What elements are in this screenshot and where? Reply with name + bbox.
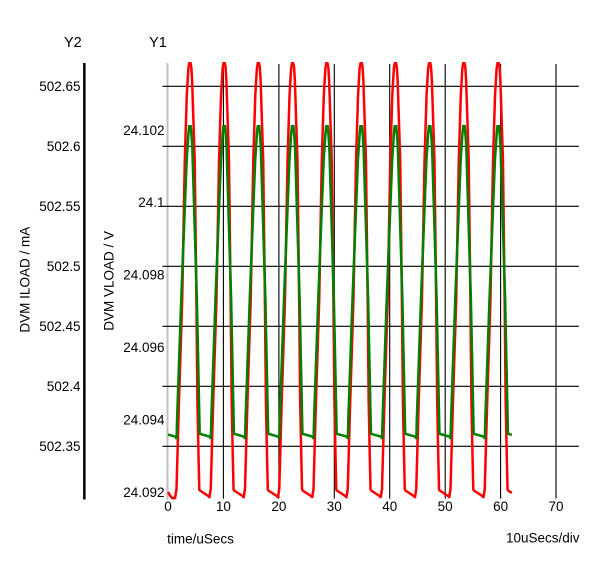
- svg-text:Y2: Y2: [64, 35, 82, 51]
- svg-text:24.094: 24.094: [123, 412, 165, 427]
- svg-text:502.55: 502.55: [39, 199, 80, 214]
- svg-text:60: 60: [493, 499, 508, 514]
- svg-text:502.5: 502.5: [47, 259, 81, 274]
- svg-text:DVM VLOAD / V: DVM VLOAD / V: [101, 231, 116, 331]
- svg-text:40: 40: [382, 499, 397, 514]
- svg-text:70: 70: [548, 499, 563, 514]
- svg-text:10uSecs/div: 10uSecs/div: [506, 531, 580, 546]
- svg-text:DVM ILOAD / mA: DVM ILOAD / mA: [18, 227, 33, 333]
- svg-text:10: 10: [216, 499, 231, 514]
- svg-text:50: 50: [438, 499, 453, 514]
- svg-text:24.098: 24.098: [123, 268, 164, 283]
- svg-text:502.6: 502.6: [47, 139, 81, 154]
- svg-text:24.096: 24.096: [123, 340, 164, 355]
- svg-text:0: 0: [164, 499, 172, 514]
- svg-text:502.45: 502.45: [39, 319, 80, 334]
- svg-text:502.65: 502.65: [39, 79, 80, 94]
- svg-text:24.1: 24.1: [138, 195, 164, 210]
- svg-text:502.35: 502.35: [39, 439, 80, 454]
- svg-text:20: 20: [271, 499, 286, 514]
- svg-text:time/uSecs: time/uSecs: [167, 531, 234, 546]
- svg-text:Y1: Y1: [149, 35, 167, 51]
- svg-text:502.4: 502.4: [47, 379, 81, 394]
- svg-text:24.092: 24.092: [123, 485, 164, 500]
- svg-text:30: 30: [327, 499, 342, 514]
- svg-text:24.102: 24.102: [123, 123, 164, 138]
